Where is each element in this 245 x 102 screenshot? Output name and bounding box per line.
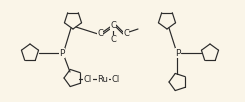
Text: C: C <box>110 35 116 44</box>
Text: P: P <box>59 48 65 58</box>
Text: Ru: Ru <box>98 74 109 84</box>
Text: P: P <box>175 48 181 58</box>
Text: C: C <box>110 22 116 30</box>
Text: Cl: Cl <box>112 74 120 84</box>
Text: C: C <box>97 28 103 38</box>
Text: C: C <box>123 28 129 38</box>
Text: Cl: Cl <box>84 74 92 84</box>
